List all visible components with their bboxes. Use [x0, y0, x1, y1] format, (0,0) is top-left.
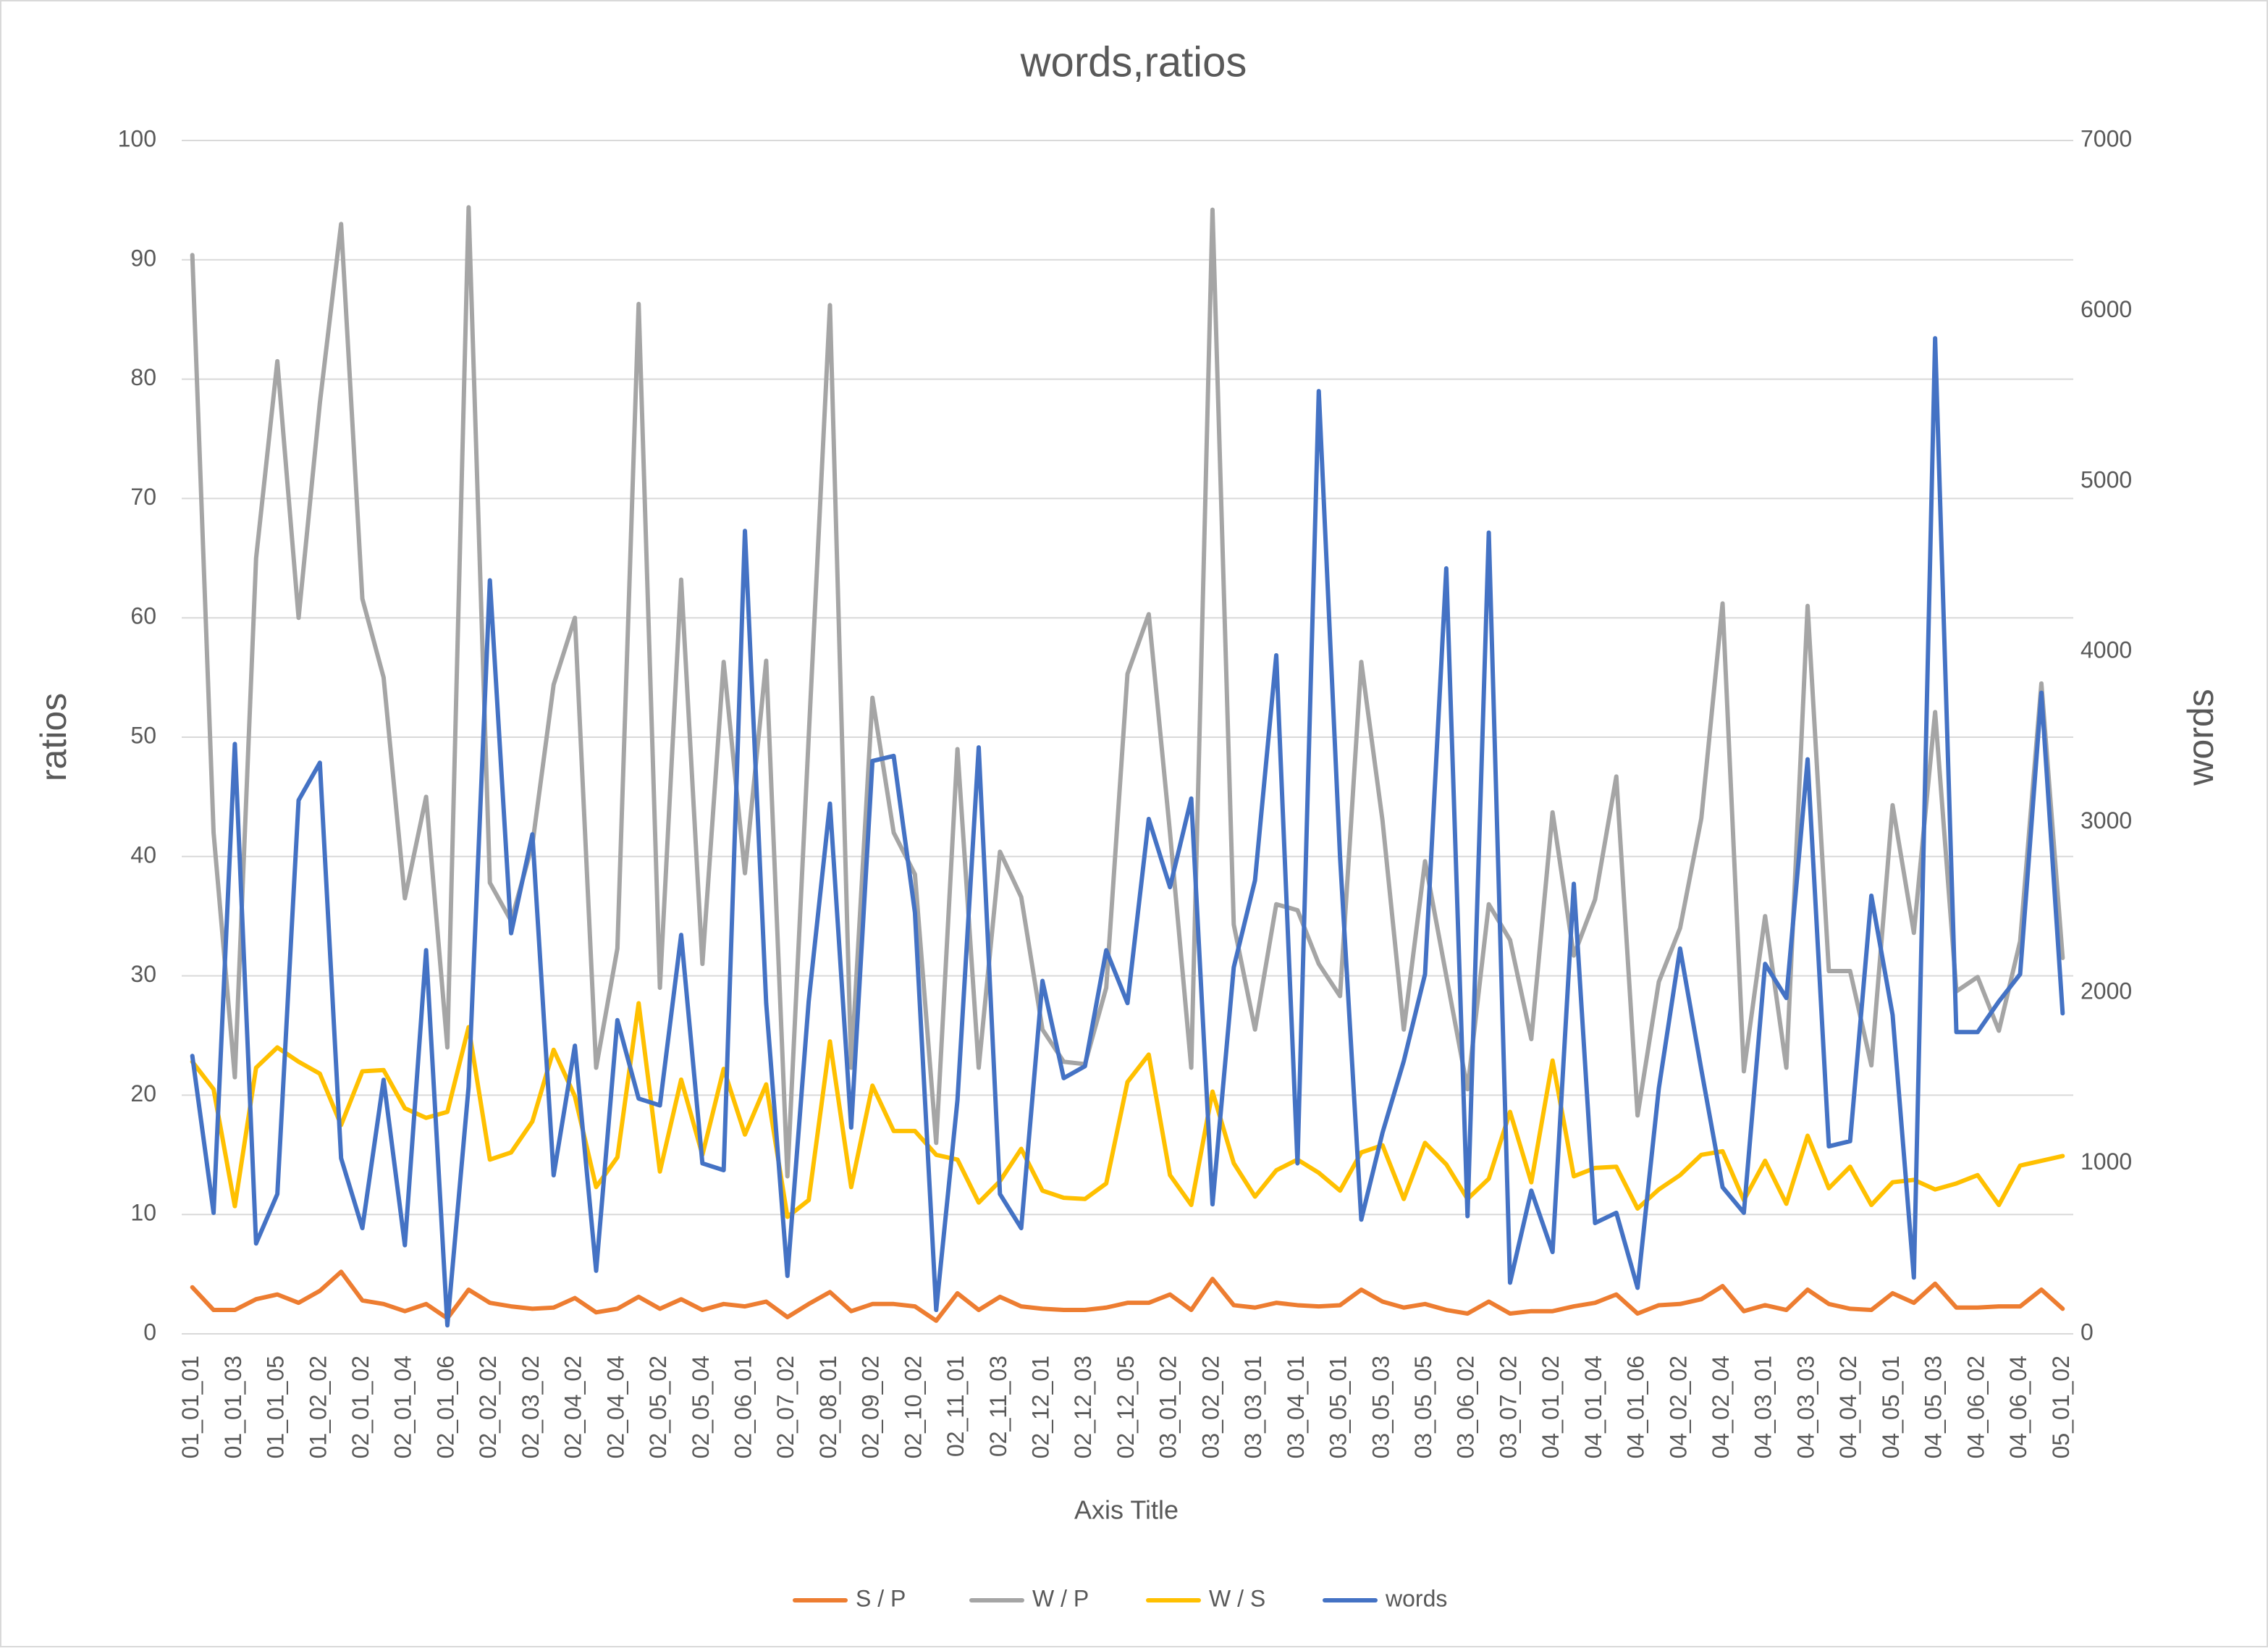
x-tick-label: 04_05_03 — [1921, 1356, 1947, 1458]
x-tick-label: 03_01_02 — [1155, 1356, 1181, 1458]
y-tick-label: 40 — [130, 841, 156, 867]
x-tick-label: 02_08_01 — [815, 1356, 841, 1458]
x-tick-label: 02_12_03 — [1070, 1356, 1096, 1458]
x-tick-label: 04_01_04 — [1580, 1356, 1606, 1458]
x-tick-label: 02_01_04 — [390, 1356, 416, 1458]
x-tick-label: 03_06_02 — [1453, 1356, 1479, 1458]
x-tick-label: 03_05_03 — [1367, 1356, 1394, 1458]
y-tick-label: 80 — [130, 364, 156, 390]
x-tick-label: 04_03_01 — [1750, 1356, 1776, 1458]
y-tick-label: 30 — [130, 961, 156, 987]
x-tick-label: 02_05_02 — [645, 1356, 671, 1458]
x-tick-label: 03_04_01 — [1283, 1356, 1309, 1458]
x-tick-label: 04_06_02 — [1963, 1356, 1989, 1458]
y2-tick-label: 3000 — [2081, 807, 2132, 833]
x-tick-label: 03_07_02 — [1495, 1356, 1521, 1458]
x-tick-label: 03_05_05 — [1410, 1356, 1436, 1458]
y2-tick-label: 1000 — [2081, 1148, 2132, 1175]
y-tick-label: 20 — [130, 1080, 156, 1106]
y2-tick-label: 0 — [2081, 1319, 2094, 1345]
x-tick-label: 04_03_03 — [1792, 1356, 1818, 1458]
x-tick-label: 04_06_04 — [2005, 1356, 2031, 1458]
y2-axis-title: words — [2180, 689, 2221, 786]
series-line — [190, 1001, 2065, 1219]
y-tick-label: 90 — [130, 245, 156, 271]
y-tick-label: 100 — [118, 125, 156, 151]
x-tick-label: 01_02_02 — [305, 1356, 331, 1458]
x-tick-label: 02_04_04 — [602, 1356, 628, 1458]
y-tick-label: 50 — [130, 722, 156, 748]
x-tick-label: 04_02_04 — [1708, 1356, 1734, 1458]
x-tick-label: 04_04_02 — [1835, 1356, 1861, 1458]
x-tick-label: 05_01_02 — [2048, 1356, 2074, 1458]
y-tick-label: 10 — [130, 1200, 156, 1226]
legend-label: words — [1385, 1585, 1447, 1611]
y2-tick-label: 5000 — [2081, 466, 2132, 492]
x-tick-label: 03_03_01 — [1240, 1356, 1266, 1458]
series-line — [190, 1269, 2065, 1323]
y-tick-label: 70 — [130, 484, 156, 510]
x-tick-label: 02_06_01 — [730, 1356, 756, 1458]
legend-label: S / P — [856, 1585, 906, 1611]
x-tick-label: 02_11_03 — [985, 1356, 1011, 1457]
x-tick-label: 02_11_01 — [943, 1356, 969, 1457]
x-tick-label: 04_01_02 — [1538, 1356, 1564, 1458]
x-axis-title: Axis Title — [1074, 1495, 1179, 1525]
x-tick-label: 04_01_06 — [1623, 1356, 1649, 1458]
x-tick-label: 02_04_02 — [560, 1356, 586, 1458]
x-tick-label: 02_01_02 — [347, 1356, 374, 1458]
x-tick-label: 02_12_05 — [1113, 1356, 1139, 1458]
x-tick-label: 01_01_05 — [263, 1356, 289, 1458]
x-tick-label: 02_10_02 — [900, 1356, 926, 1458]
legend-label: W / P — [1032, 1585, 1089, 1611]
x-tick-label: 02_09_02 — [858, 1356, 884, 1458]
y2-tick-label: 6000 — [2081, 296, 2132, 322]
x-tick-label: 01_01_01 — [177, 1356, 203, 1458]
x-tick-label: 02_07_02 — [772, 1356, 798, 1458]
x-tick-label: 04_02_02 — [1665, 1356, 1691, 1458]
x-tick-label: 01_01_03 — [220, 1356, 246, 1458]
y2-tick-label: 4000 — [2081, 637, 2132, 663]
x-tick-label: 02_02_02 — [475, 1356, 501, 1458]
x-tick-label: 02_03_02 — [518, 1356, 544, 1458]
x-tick-label: 02_05_04 — [688, 1356, 714, 1458]
x-tick-label: 03_05_01 — [1325, 1356, 1352, 1458]
chart-title: words,ratios — [1020, 38, 1247, 85]
x-tick-label: 02_12_01 — [1028, 1356, 1054, 1458]
x-tick-label: 02_01_06 — [432, 1356, 458, 1458]
series-line — [190, 336, 2065, 1328]
series-line — [190, 205, 2065, 1179]
legend-label: W / S — [1209, 1585, 1265, 1611]
y2-tick-label: 2000 — [2081, 978, 2132, 1004]
y-axis-title: ratios — [33, 693, 74, 781]
x-tick-label: 04_05_01 — [1878, 1356, 1904, 1458]
y-tick-label: 0 — [143, 1319, 156, 1345]
y-tick-label: 60 — [130, 603, 156, 629]
x-tick-label: 03_02_02 — [1197, 1356, 1223, 1458]
y2-tick-label: 7000 — [2081, 125, 2132, 151]
